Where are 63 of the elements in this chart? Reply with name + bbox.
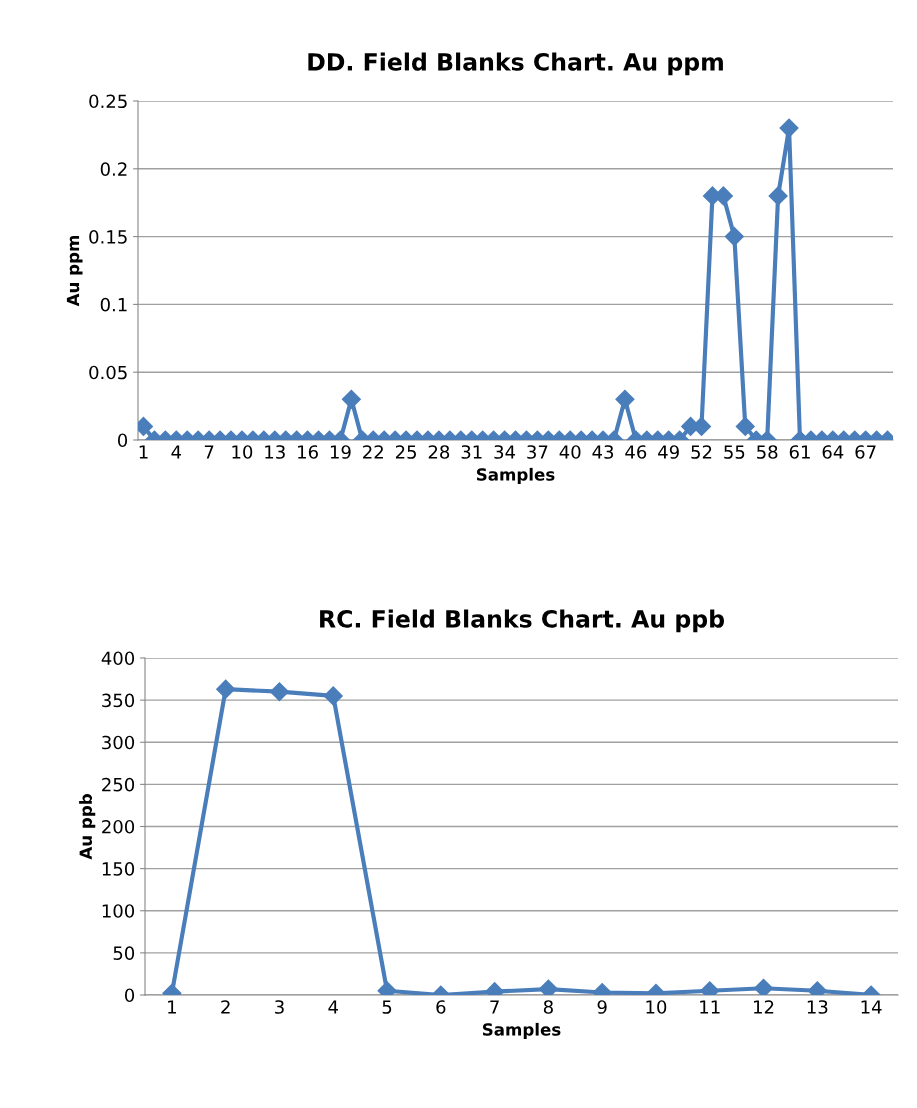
y-tick-label: 400 <box>101 651 135 666</box>
x-tick-label: 13 <box>807 1000 828 1014</box>
y-tick-label: 350 <box>102 693 135 708</box>
x-tick-label: 55 <box>724 445 745 459</box>
x-tick-label: 28 <box>428 445 450 459</box>
x-tick-label: 10 <box>646 1000 667 1014</box>
x-axis-title: Samples <box>482 1022 561 1040</box>
x-tick-label: 1 <box>139 445 148 459</box>
x-axis-title: Samples <box>476 467 555 485</box>
x-tick-label: 40 <box>559 445 581 459</box>
point <box>754 978 774 995</box>
point <box>216 679 236 699</box>
x-tick-label: 31 <box>461 445 482 459</box>
x-tick-label: 61 <box>789 445 810 459</box>
y-tick-label: 0 <box>124 988 135 1003</box>
y-tick-label: 0.2 <box>100 162 127 176</box>
y-tick-label: 0.1 <box>100 297 127 312</box>
y-tick-label: 0.15 <box>89 230 127 244</box>
x-tick-label: 9 <box>597 1000 607 1014</box>
y-tick-label: 200 <box>102 819 135 834</box>
x-tick-label: 4 <box>171 445 182 459</box>
x-tick-label: 25 <box>395 445 416 459</box>
x-tick-label: 19 <box>330 445 351 459</box>
x-tick-label: 52 <box>691 445 712 459</box>
y-tick-label: 50 <box>113 946 135 960</box>
x-tick-label: 7 <box>490 1000 499 1014</box>
x-tick-label: 14 <box>861 1000 882 1014</box>
x-tick-label: 64 <box>822 445 844 459</box>
x-tick-label: 5 <box>382 1000 392 1014</box>
point <box>323 686 343 706</box>
chart-title: RC. Field Blanks Chart. Au ppb <box>320 609 725 633</box>
x-tick-label: 10 <box>232 445 253 459</box>
x-tick-label: 58 <box>757 445 778 459</box>
x-tick-label: 12 <box>754 1000 774 1014</box>
x-tick-label: 22 <box>363 445 383 459</box>
x-tick-label: 46 <box>625 445 647 459</box>
x-tick-label: 2 <box>221 1000 230 1014</box>
y-tick-label: 100 <box>102 904 135 918</box>
x-tick-label: 49 <box>658 445 679 459</box>
y-axis-title: Au ppm <box>66 235 83 307</box>
x-tick-label: 3 <box>275 1000 284 1014</box>
x-tick-label: 43 <box>592 445 614 459</box>
x-tick-label: 13 <box>265 445 285 459</box>
point <box>269 682 289 702</box>
x-tick-label: 37 <box>527 445 548 459</box>
x-tick-label: 67 <box>855 445 876 459</box>
x-tick-label: 1 <box>168 1000 176 1014</box>
y-axis-title: Au ppb <box>79 794 96 860</box>
point <box>538 979 558 995</box>
x-tick-label: 8 <box>543 1000 553 1014</box>
y-tick-label: 300 <box>102 735 135 750</box>
x-tick-label: 6 <box>436 1000 446 1014</box>
chart-title: DD. Field Blanks Chart. Au ppm <box>308 52 723 76</box>
y-tick-label: 0.05 <box>89 365 127 380</box>
y-tick-label: 250 <box>102 777 135 792</box>
y-tick-label: 0.25 <box>89 94 127 109</box>
x-tick-label: 7 <box>204 445 214 459</box>
x-tick-label: 34 <box>494 445 516 459</box>
y-tick-label: 0 <box>117 433 128 448</box>
y-tick-label: 150 <box>102 862 135 876</box>
x-tick-label: 11 <box>700 1000 720 1014</box>
x-tick-label: 16 <box>298 445 318 459</box>
x-tick-label: 4 <box>328 1000 338 1014</box>
